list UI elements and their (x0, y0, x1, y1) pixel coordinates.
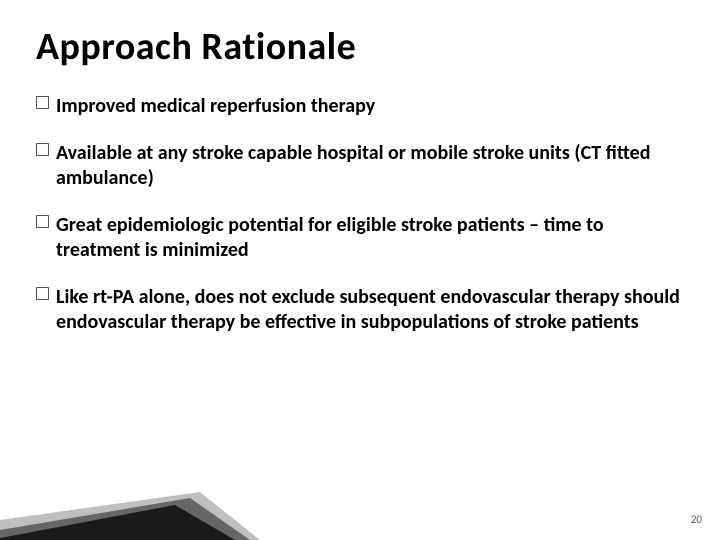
bullet-text: Available at any stroke capable hospital… (56, 141, 650, 190)
bullet-list: Improved medical reperfusion therapy Ava… (36, 94, 684, 335)
square-bullet-icon (36, 215, 49, 228)
slide-title: Approach Rationale (36, 24, 684, 70)
page-number: 20 (691, 513, 702, 526)
square-bullet-icon (36, 96, 49, 109)
slide-container: Approach Rationale Improved medical repe… (0, 0, 720, 540)
bullet-item: Improved medical reperfusion therapy (36, 94, 684, 119)
bullet-text: Like rt-PA alone, does not exclude subse… (56, 285, 680, 334)
bullet-text: Great epidemiologic potential for eligib… (56, 213, 604, 262)
bullet-item: Like rt-PA alone, does not exclude subse… (36, 285, 684, 335)
corner-decor-icon (0, 480, 290, 540)
bullet-item: Available at any stroke capable hospital… (36, 141, 684, 191)
square-bullet-icon (36, 143, 49, 156)
square-bullet-icon (36, 287, 49, 300)
bullet-item: Great epidemiologic potential for eligib… (36, 213, 684, 263)
bullet-text: Improved medical reperfusion therapy (56, 94, 375, 118)
